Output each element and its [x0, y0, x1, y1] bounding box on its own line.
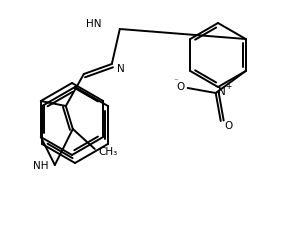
- Text: O: O: [176, 82, 185, 92]
- Text: ⁻: ⁻: [173, 76, 178, 85]
- Text: +: +: [225, 81, 231, 90]
- Text: CH₃: CH₃: [99, 146, 118, 156]
- Text: O: O: [225, 121, 233, 131]
- Text: NH: NH: [33, 160, 49, 170]
- Text: HN: HN: [86, 19, 102, 29]
- Text: N: N: [218, 87, 226, 96]
- Text: N: N: [117, 64, 125, 74]
